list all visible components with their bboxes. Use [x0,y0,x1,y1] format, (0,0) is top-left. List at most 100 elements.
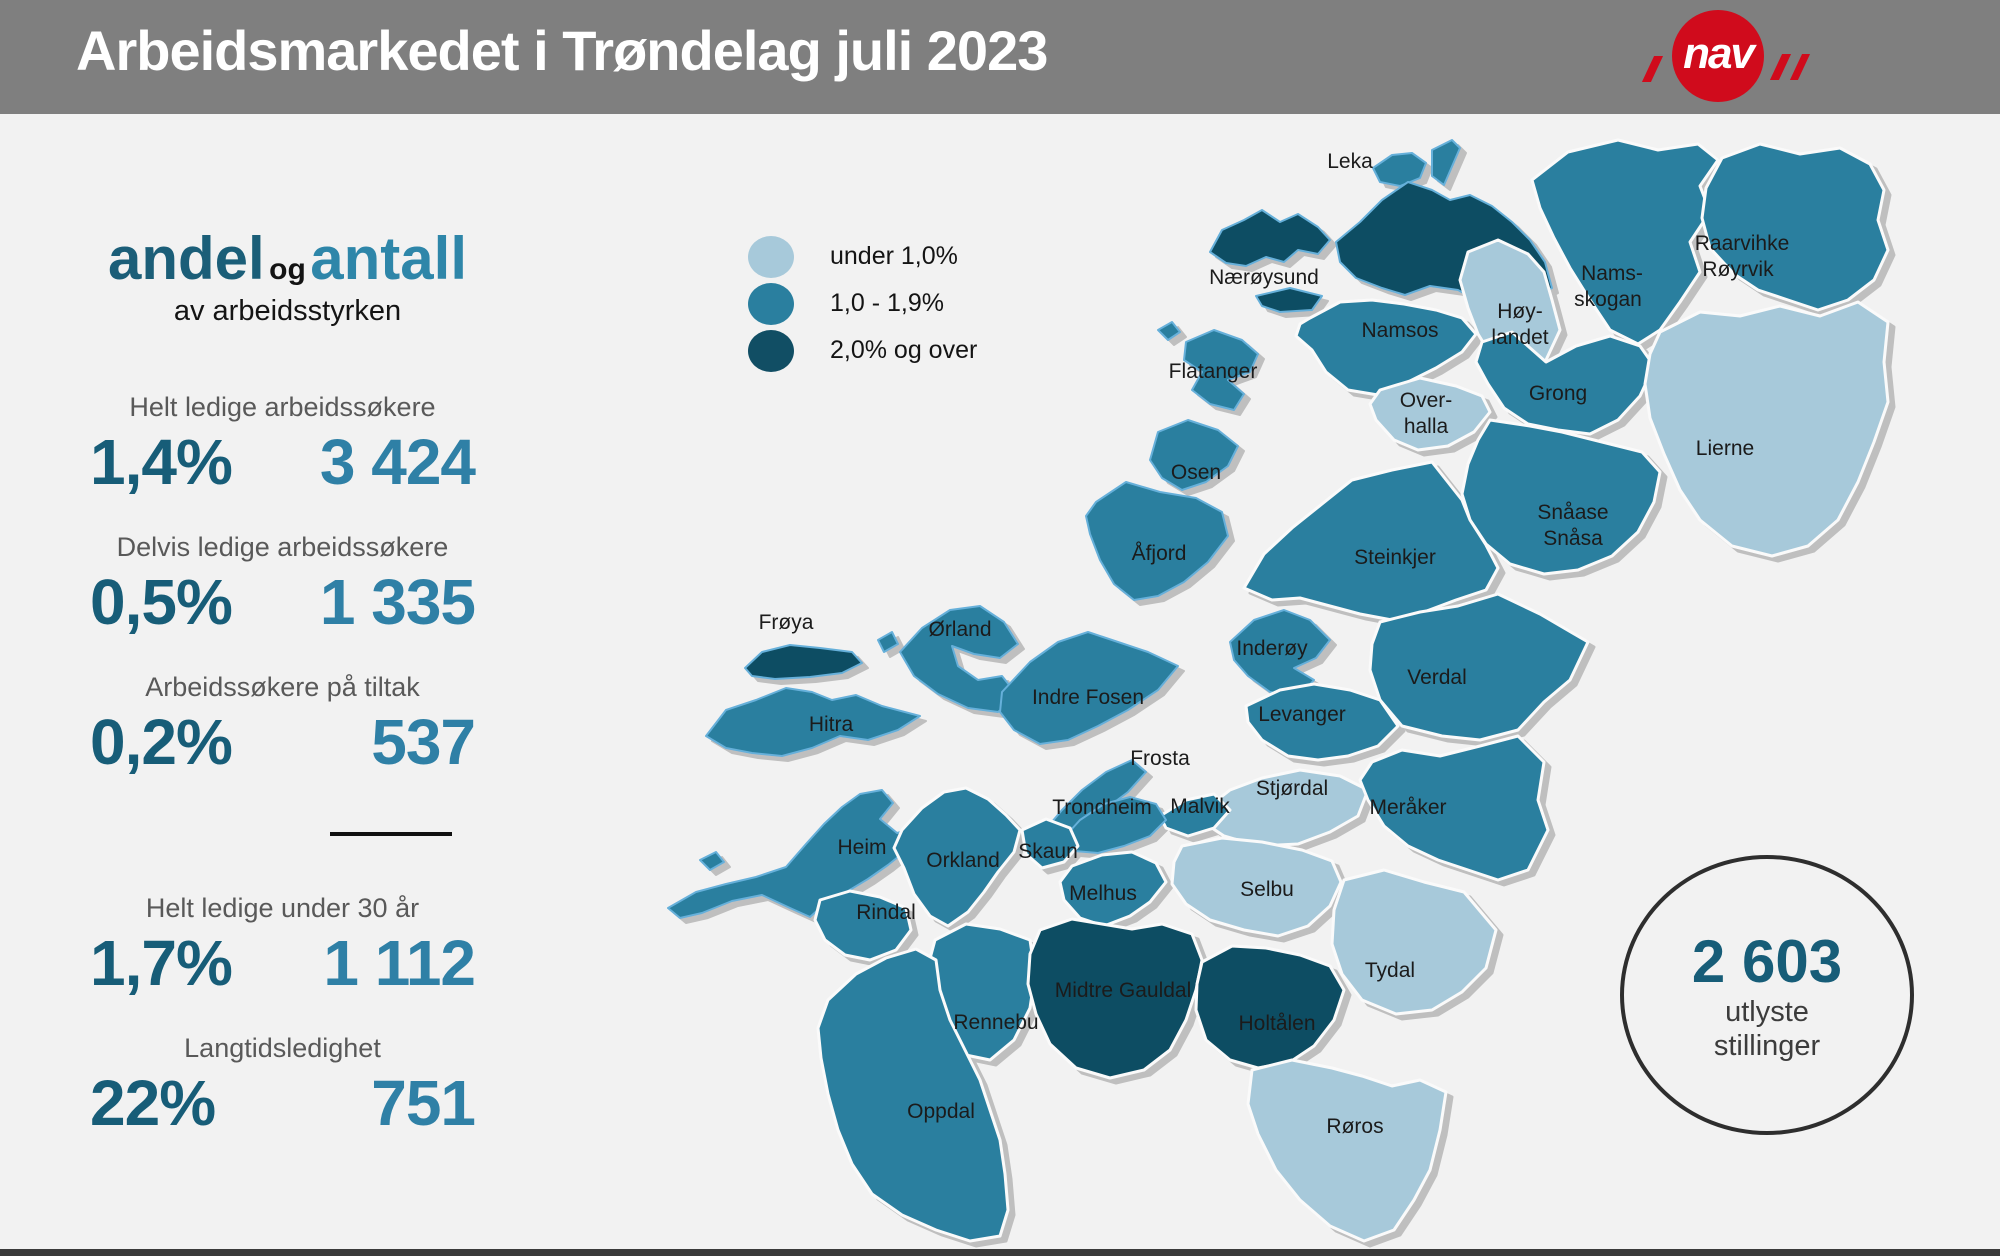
map-label-tydal: Tydal [1365,959,1415,982]
municipality-inderoy [1229,609,1331,699]
map-label-levanger: Levanger [1258,703,1346,726]
stat-count: 751 [371,1067,476,1139]
stat-helt-ledige: Helt ledige arbeidssøkere 1,4% 3 424 [90,392,476,499]
municipality-froya [744,644,863,680]
map-label-royrvik-1: Raarvihke [1695,232,1790,255]
municipality-steinkjer [1242,460,1500,622]
municipality-roros [1246,1058,1448,1243]
map-label-namsskogan-2: skogan [1574,288,1642,311]
stat-count: 1 112 [323,927,476,999]
map-label-overhalla-1: Over- [1400,389,1453,412]
islet-heim [699,851,725,871]
stat-percent: 1,7% [90,927,233,999]
nav-logo-text: nav [1683,29,1755,78]
municipality-naroysund-west [1209,209,1331,267]
municipality-orland [899,605,1019,713]
map-label-snasa-1: Snåase [1537,501,1608,524]
legend-label: under 1,0% [830,242,958,270]
map-label-orkland: Orkland [926,849,1000,872]
map-label-oppdal: Oppdal [907,1100,975,1123]
map-label-indre-fosen: Indre Fosen [1032,686,1144,709]
municipality-overhalla [1368,376,1492,452]
map-label-afjord: Åfjord [1132,542,1187,565]
municipality-flatanger [1183,329,1259,411]
stat-label: Langtidsledighet [184,1033,381,1063]
map-label-inderoy: Inderøy [1236,637,1308,660]
municipality-namsos [1294,298,1478,397]
municipality-lierne [1643,300,1890,558]
vacancies-line2: stillinger [1713,1029,1821,1062]
map-label-skaun: Skaun [1018,840,1078,863]
page-title: Arbeidsmarkedet i Trøndelag juli 2023 [76,19,1048,82]
map-label-lierne: Lierne [1696,437,1754,460]
municipality-meraker [1358,734,1550,882]
legend-item-high: 2,0% og over [748,327,977,374]
municipality-selbu [1170,836,1343,938]
legend-item-mid: 1,0 - 1,9% [748,280,977,327]
stat-label: Helt ledige arbeidssøkere [129,392,436,422]
islet-orland [877,631,899,653]
vacancies-value: 2 603 [1691,928,1843,996]
municipality-namsskogan [1530,138,1720,346]
map-label-melhus: Melhus [1069,882,1137,905]
islet-flatanger [1157,321,1181,341]
legend-swatch-low-icon [748,235,794,278]
panel-divider [330,832,452,836]
map-label-hoylandet-1: Høy- [1497,300,1543,323]
heading-subtitle: av arbeidsstyrken [173,295,402,327]
map-label-flatanger: Flatanger [1169,360,1258,383]
legend-label: 1,0 - 1,9% [830,289,944,317]
map-label-holtalen: Holtålen [1238,1012,1315,1035]
heading-og: og [269,253,306,286]
stat-count: 537 [371,706,476,778]
map-label-rindal: Rindal [856,901,916,924]
municipality-melhus [1058,850,1168,928]
stat-label: Helt ledige under 30 år [145,893,420,923]
stat-count: 3 424 [319,426,476,498]
panel-heading: andel og antall av arbeidsstyrken [90,224,485,328]
map-label-hoylandet-2: landet [1491,326,1548,349]
map-label-midtre-gauldal: Midtre Gauldal [1055,979,1192,1002]
map-label-verdal: Verdal [1407,666,1467,689]
stat-label: Arbeidssøkere på tiltak [145,672,420,702]
nav-logo-circle: nav [1672,10,1764,102]
map-label-rennebu: Rennebu [953,1011,1038,1034]
map-label-hitra: Hitra [809,713,854,736]
map-label-selbu: Selbu [1240,878,1294,901]
municipality-grong [1474,330,1656,436]
municipality-hitra [705,687,921,757]
map-label-namsos: Namsos [1361,319,1438,342]
map-label-orland: Ørland [928,618,991,641]
municipality-trondheim [1059,796,1167,854]
bottom-border [0,1249,2000,1256]
map-label-overhalla-2: halla [1404,415,1449,438]
municipality-snasa [1460,418,1662,576]
vacancies-circle: 2 603 utlyste stillinger [1620,855,1914,1135]
municipality-afjord [1085,481,1229,601]
map-label-royrvik-2: Røyrvik [1702,258,1774,281]
stat-percent: 1,4% [90,426,233,498]
map-label-steinkjer: Steinkjer [1354,546,1436,569]
municipality-osen [1149,419,1239,491]
map-label-froya: Frøya [759,611,814,634]
municipality-leka-islet [1431,139,1461,186]
map-label-grong: Grong [1529,382,1587,405]
map-label-namsskogan-1: Nams- [1581,262,1643,285]
municipality-oppdal [816,947,1010,1243]
municipality-naroysund-strip [1255,287,1323,313]
map-legend: under 1,0% 1,0 - 1,9% 2,0% og over [748,233,977,374]
stat-tiltak: Arbeidssøkere på tiltak 0,2% 537 [90,672,476,779]
heading-antall: antall [310,225,467,292]
nav-logo-slash [1641,56,1664,82]
map-label-meraker: Meråker [1369,796,1446,819]
map-label-frosta: Frosta [1130,747,1190,770]
stat-percent: 0,5% [90,566,233,638]
stat-percent: 22% [90,1067,216,1139]
municipality-rindal [813,889,913,962]
stat-delvis-ledige: Delvis ledige arbeidssøkere 0,5% 1 335 [90,532,476,639]
legend-swatch-mid-icon [748,282,794,325]
municipality-skaun [1020,817,1080,870]
map-label-malvik: Malvik [1170,795,1230,818]
heading-andel: andel [108,225,265,292]
